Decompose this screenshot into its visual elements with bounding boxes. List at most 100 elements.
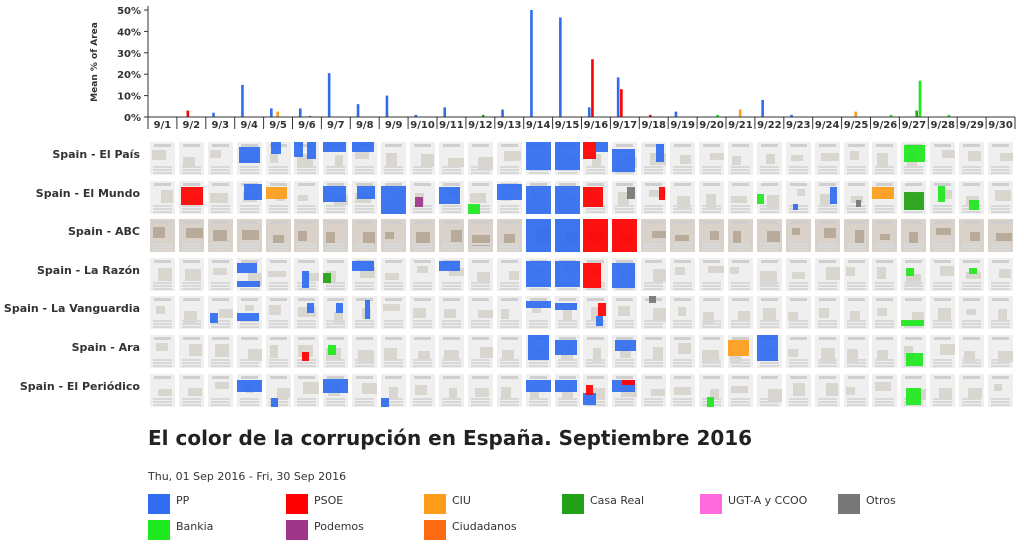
front-page-thumbnail[interactable] (178, 219, 204, 253)
front-page-thumbnail[interactable] (149, 219, 175, 253)
front-page-thumbnail[interactable] (149, 296, 175, 330)
front-page-thumbnail[interactable] (814, 142, 840, 175)
front-page-thumbnail[interactable] (438, 219, 464, 253)
front-page-thumbnail[interactable] (323, 296, 349, 330)
front-page-thumbnail[interactable] (959, 296, 985, 330)
front-page-thumbnail[interactable] (670, 257, 696, 291)
front-page-thumbnail[interactable] (149, 373, 175, 407)
front-page-thumbnail[interactable] (699, 180, 725, 214)
front-page-thumbnail[interactable] (988, 335, 1014, 368)
front-page-thumbnail[interactable] (988, 257, 1014, 291)
front-page-thumbnail[interactable] (930, 296, 956, 330)
front-page-thumbnail[interactable] (641, 257, 667, 291)
legend-item[interactable]: Otros (838, 494, 896, 516)
front-page-thumbnail[interactable] (612, 296, 638, 330)
front-page-thumbnail[interactable] (959, 219, 985, 253)
front-page-thumbnail[interactable] (496, 373, 522, 407)
front-page-thumbnail[interactable] (410, 373, 436, 407)
front-page-thumbnail[interactable] (381, 219, 407, 253)
front-page-thumbnail[interactable] (641, 180, 667, 214)
front-page-thumbnail[interactable] (727, 296, 753, 330)
front-page-thumbnail[interactable] (872, 373, 898, 407)
front-page-thumbnail[interactable] (959, 257, 985, 291)
front-page-thumbnail[interactable] (872, 257, 898, 291)
front-page-thumbnail[interactable] (265, 373, 291, 407)
front-page-thumbnail[interactable] (410, 335, 436, 368)
front-page-thumbnail[interactable] (843, 335, 869, 368)
front-page-thumbnail[interactable] (727, 373, 753, 407)
front-page-thumbnail[interactable] (843, 219, 869, 253)
front-page-thumbnail[interactable] (959, 335, 985, 368)
front-page-thumbnail[interactable] (352, 373, 378, 407)
front-page-thumbnail[interactable] (496, 219, 522, 253)
legend-item[interactable]: Bankia (148, 520, 213, 542)
front-page-thumbnail[interactable] (467, 373, 493, 407)
legend-item[interactable]: Casa Real (562, 494, 644, 516)
front-page-thumbnail[interactable] (930, 219, 956, 253)
front-page-thumbnail[interactable] (756, 257, 782, 291)
front-page-thumbnail[interactable] (930, 142, 956, 175)
front-page-thumbnail[interactable] (785, 335, 811, 368)
front-page-thumbnail[interactable] (467, 296, 493, 330)
front-page-thumbnail[interactable] (207, 219, 233, 253)
front-page-thumbnail[interactable] (988, 373, 1014, 407)
front-page-thumbnail[interactable] (727, 219, 753, 253)
front-page-thumbnail[interactable] (670, 219, 696, 253)
front-page-thumbnail[interactable] (814, 373, 840, 407)
front-page-thumbnail[interactable] (352, 335, 378, 368)
front-page-thumbnail[interactable] (207, 142, 233, 175)
legend-item[interactable]: Podemos (286, 520, 364, 542)
front-page-thumbnail[interactable] (699, 142, 725, 175)
front-page-thumbnail[interactable] (756, 219, 782, 253)
front-page-thumbnail[interactable] (872, 142, 898, 175)
legend-item[interactable]: UGT-A y CCOO (700, 494, 807, 516)
front-page-thumbnail[interactable] (583, 335, 609, 368)
front-page-thumbnail[interactable] (381, 373, 407, 407)
front-page-thumbnail[interactable] (930, 335, 956, 368)
front-page-thumbnail[interactable] (496, 257, 522, 291)
front-page-thumbnail[interactable] (410, 142, 436, 175)
front-page-thumbnail[interactable] (814, 335, 840, 368)
front-page-thumbnail[interactable] (207, 335, 233, 368)
front-page-thumbnail[interactable] (699, 296, 725, 330)
front-page-thumbnail[interactable] (699, 335, 725, 368)
front-page-thumbnail[interactable] (467, 219, 493, 253)
front-page-thumbnail[interactable] (988, 180, 1014, 214)
front-page-thumbnail[interactable] (756, 180, 782, 214)
front-page-thumbnail[interactable] (438, 335, 464, 368)
front-page-thumbnail[interactable] (843, 296, 869, 330)
front-page-thumbnail[interactable] (294, 219, 320, 253)
front-page-thumbnail[interactable] (323, 335, 349, 368)
front-page-thumbnail[interactable] (670, 180, 696, 214)
front-page-thumbnail[interactable] (988, 142, 1014, 175)
front-page-thumbnail[interactable] (756, 373, 782, 407)
front-page-thumbnail[interactable] (988, 219, 1014, 253)
front-page-thumbnail[interactable] (149, 335, 175, 368)
front-page-thumbnail[interactable] (410, 257, 436, 291)
front-page-thumbnail[interactable] (381, 335, 407, 368)
front-page-thumbnail[interactable] (670, 142, 696, 175)
front-page-thumbnail[interactable] (438, 296, 464, 330)
front-page-thumbnail[interactable] (438, 373, 464, 407)
front-page-thumbnail[interactable] (178, 335, 204, 368)
front-page-thumbnail[interactable] (670, 296, 696, 330)
front-page-thumbnail[interactable] (872, 335, 898, 368)
front-page-thumbnail[interactable] (959, 373, 985, 407)
front-page-thumbnail[interactable] (467, 335, 493, 368)
front-page-thumbnail[interactable] (814, 257, 840, 291)
front-page-thumbnail[interactable] (323, 219, 349, 253)
front-page-thumbnail[interactable] (236, 335, 262, 368)
front-page-thumbnail[interactable] (843, 180, 869, 214)
front-page-thumbnail[interactable] (699, 219, 725, 253)
front-page-thumbnail[interactable] (785, 257, 811, 291)
front-page-thumbnail[interactable] (265, 142, 291, 175)
front-page-thumbnail[interactable] (785, 219, 811, 253)
front-page-thumbnail[interactable] (496, 142, 522, 175)
front-page-thumbnail[interactable] (265, 257, 291, 291)
front-page-thumbnail[interactable] (207, 257, 233, 291)
front-page-thumbnail[interactable] (901, 257, 927, 291)
front-page-thumbnail[interactable] (930, 257, 956, 291)
front-page-thumbnail[interactable] (265, 296, 291, 330)
front-page-thumbnail[interactable] (207, 373, 233, 407)
front-page-thumbnail[interactable] (381, 296, 407, 330)
